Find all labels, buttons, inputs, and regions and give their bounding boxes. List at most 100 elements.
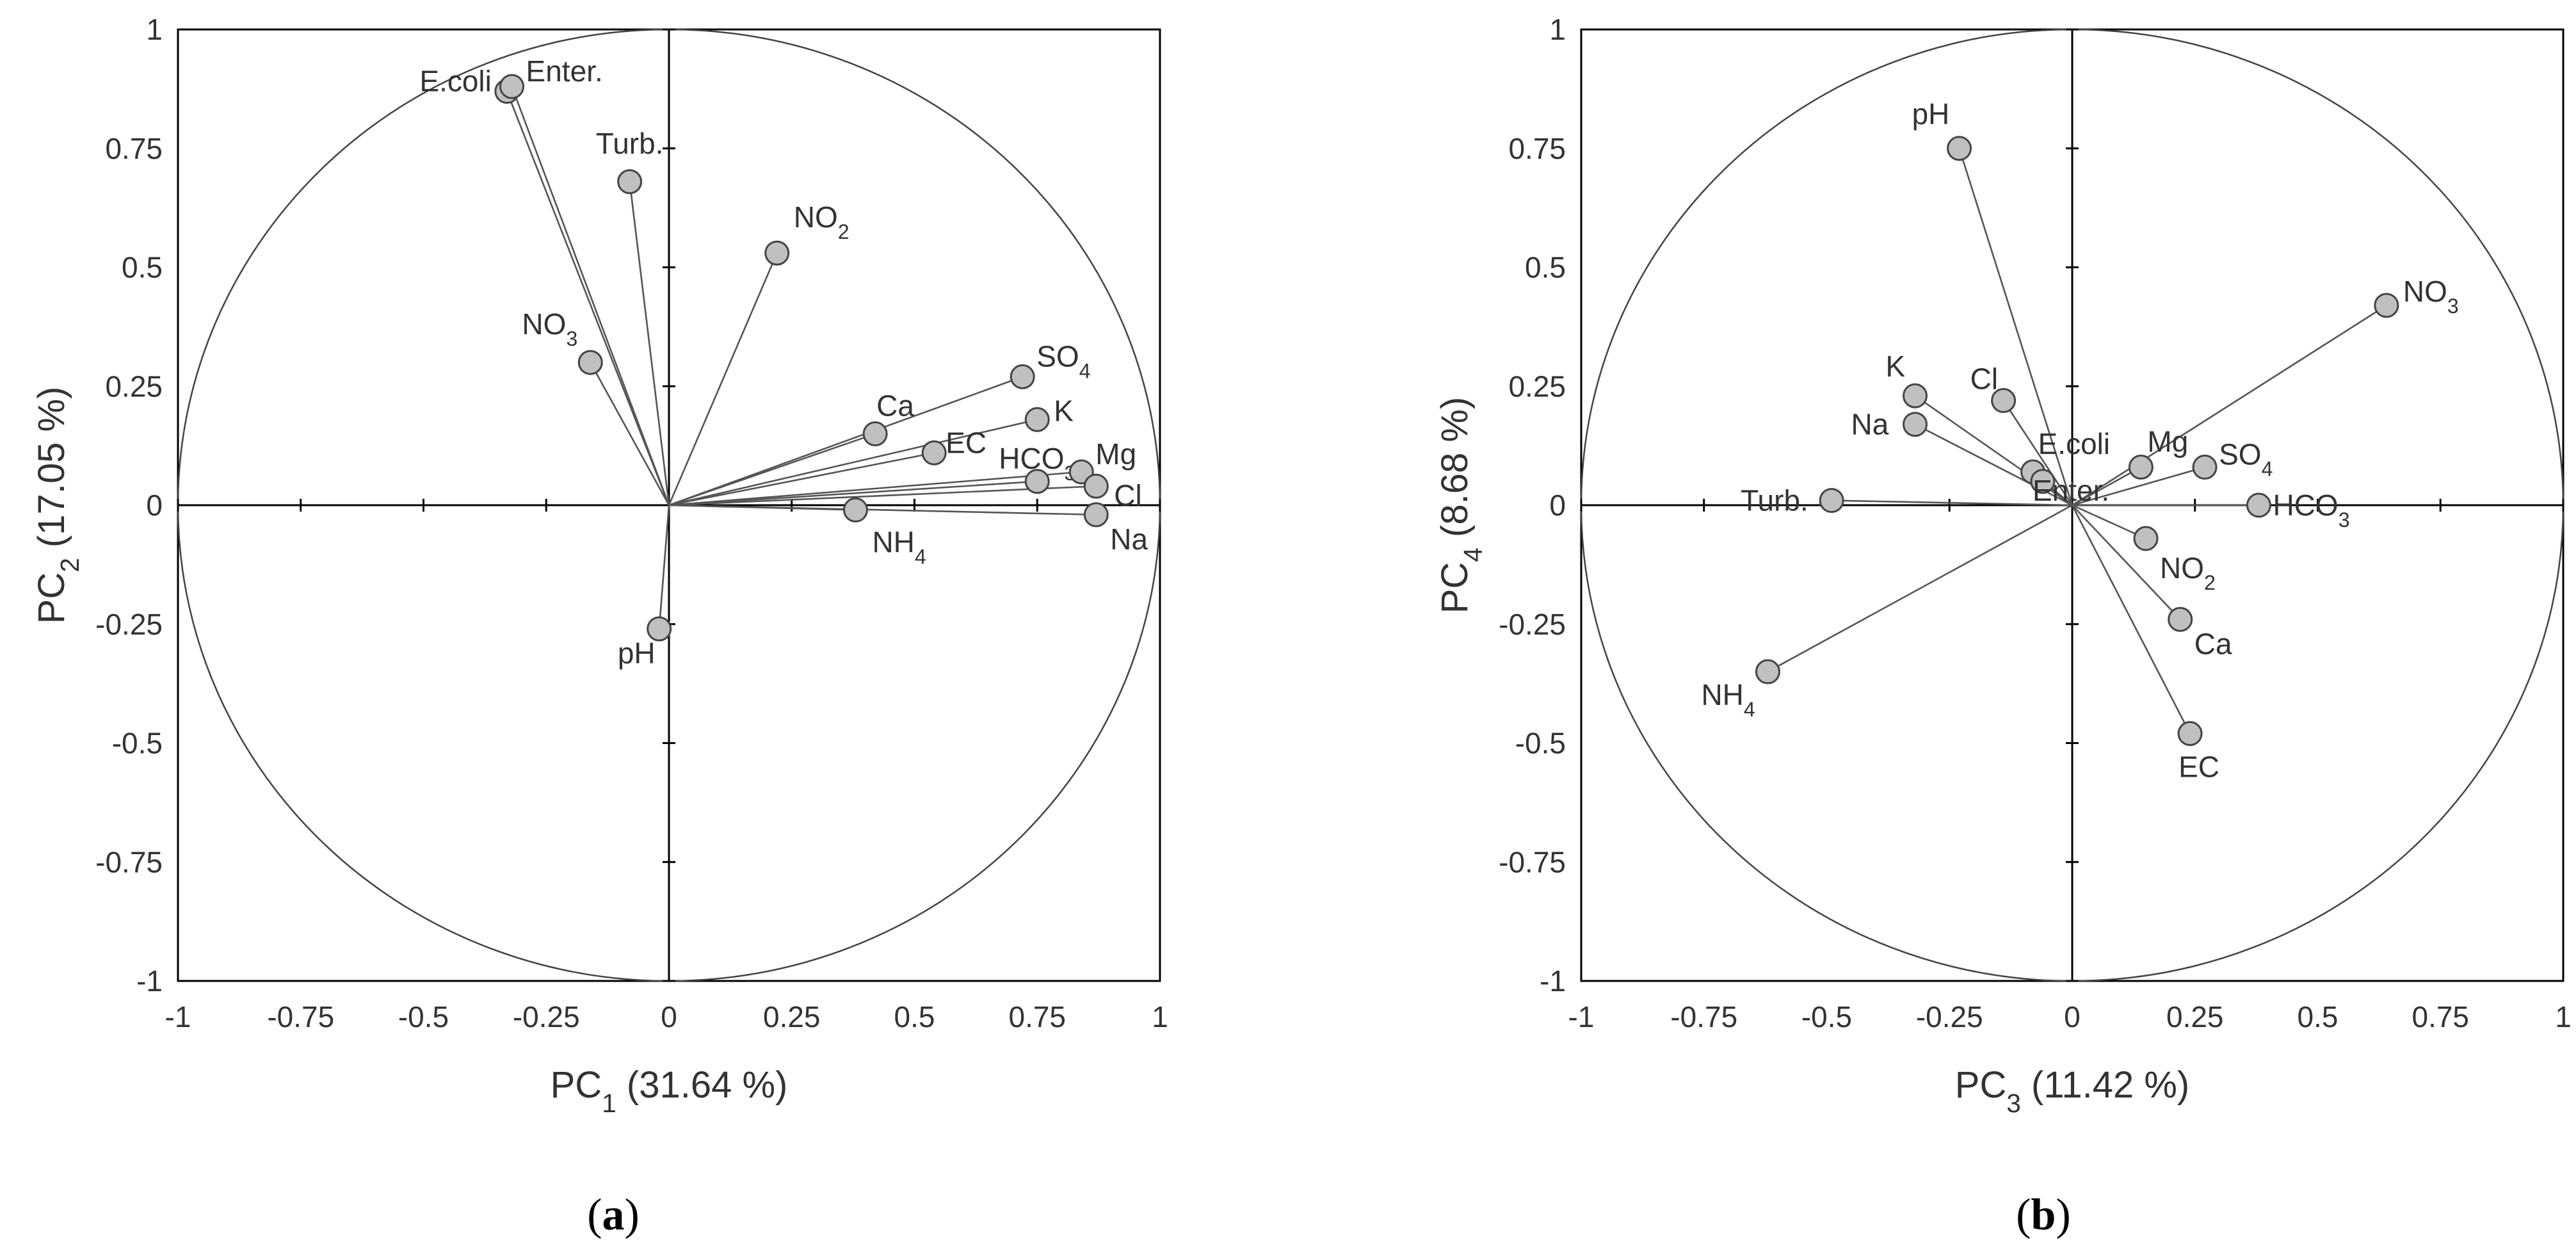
x-axis-title: PC1 (31.64 %): [551, 1064, 788, 1118]
panel-label: (a): [587, 1190, 640, 1240]
point-label: pH: [618, 636, 656, 670]
x-tick-label: -1: [1568, 1000, 1595, 1033]
loading-point: [499, 74, 525, 99]
point-label: NO2: [794, 200, 849, 243]
point-label: SO4: [1036, 339, 1090, 382]
point-label: HCO3: [2273, 489, 2349, 531]
loading-vector: [668, 485, 1097, 506]
point-label: NO3: [2403, 275, 2459, 318]
panel-b: -1 -0.75 -0.5 -0.25 0 0.25 0.5 0.75 1 1 0.75 0.5 0.2…: [1434, 13, 2572, 1240]
point-label: HCO3: [999, 442, 1075, 485]
loading-vector: [629, 181, 670, 506]
loading-vector: [511, 86, 670, 506]
point-label: Na: [1110, 522, 1148, 556]
loading-point: [1083, 502, 1109, 528]
loading-point: [1947, 136, 1972, 161]
y-tick-label: 0.75: [1508, 132, 1566, 165]
y-tick-label: 1: [1549, 13, 1566, 46]
x-tick-label: -0.25: [1916, 1000, 1983, 1033]
loading-point: [2168, 606, 2193, 632]
loading-vector: [2072, 466, 2142, 506]
loading-point: [577, 350, 603, 375]
x-tick-label: 1: [1152, 1000, 1168, 1033]
y-tick-label: -0.5: [112, 727, 163, 760]
loading-vector: [668, 504, 1097, 516]
loading-point: [2192, 455, 2218, 480]
loading-point: [617, 169, 643, 195]
y-tick-label: 0.25: [105, 369, 163, 403]
point-label: Cl: [1114, 478, 1141, 512]
loading-point: [862, 421, 888, 447]
y-tick-label: -0.75: [95, 845, 163, 878]
loading-point: [2374, 293, 2399, 318]
x-tick-label: -1: [165, 1000, 191, 1033]
point-label: NO3: [522, 307, 577, 350]
point-label: NO2: [2160, 551, 2216, 594]
y-tick-label: 0.75: [105, 132, 163, 165]
y-tick-label: -0.5: [1515, 727, 1566, 760]
y-tick-label: 0: [146, 489, 163, 522]
point-label: Enter.: [2033, 474, 2109, 507]
x-tick-label: -0.75: [267, 1000, 334, 1033]
loading-point: [647, 616, 672, 642]
loading-vector: [2071, 505, 2191, 734]
point-label: Mg: [1095, 437, 1136, 471]
loading-vector: [668, 418, 1038, 506]
point-label: SO4: [2219, 438, 2273, 481]
y-tick-label: 0: [1549, 489, 1566, 522]
loading-vector: [2072, 304, 2387, 506]
panel-label: (b): [2016, 1190, 2071, 1240]
loading-vector: [506, 91, 670, 506]
x-tick-label: -0.5: [1801, 1000, 1852, 1033]
loading-vector: [2002, 400, 2073, 506]
x-tick-label: 0: [2064, 1000, 2081, 1033]
point-label: Enter.: [526, 54, 603, 88]
loading-vector: [2072, 505, 2181, 620]
y-tick-label: -0.25: [95, 608, 163, 641]
x-axis-title: PC3 (11.42 %): [1955, 1064, 2189, 1118]
point-label: pH: [1912, 97, 1950, 131]
y-tick-label: 0.5: [122, 251, 163, 284]
loading-point: [921, 440, 947, 466]
loading-vector: [590, 362, 670, 506]
y-tick-label: -0.75: [1499, 845, 1566, 878]
point-label: E.coli: [2038, 427, 2110, 460]
loading-vector: [2072, 504, 2146, 540]
loading-point: [1024, 407, 1050, 432]
loading-vector: [668, 451, 935, 506]
x-tick-label: 0.75: [2411, 1000, 2469, 1033]
loading-point: [2128, 455, 2153, 480]
y-tick-label: -1: [1540, 964, 1566, 998]
loading-point: [842, 497, 868, 522]
loading-point: [2133, 526, 2159, 551]
x-tick-label: 0: [661, 1000, 677, 1033]
x-tick-label: -0.25: [513, 1000, 580, 1033]
loading-vector: [668, 471, 1082, 506]
loading-vector: [1831, 499, 2073, 506]
loading-point: [764, 240, 790, 266]
x-tick-label: 1: [2555, 1000, 2572, 1033]
loading-vector: [668, 376, 1023, 506]
y-axis-title: PC4 (8.68 %): [1434, 397, 1488, 613]
point-label: Ca: [876, 389, 914, 423]
point-label: NH4: [872, 525, 926, 568]
x-tick-label: 0.25: [763, 1000, 821, 1033]
point-label: EC: [2178, 750, 2219, 784]
point-label: Na: [1851, 408, 1889, 441]
loading-point: [1010, 364, 1035, 389]
loading-vector: [2072, 466, 2205, 506]
point-label: Ca: [2194, 627, 2232, 660]
x-tick-label: 0.25: [2166, 1000, 2224, 1033]
loading-point: [1903, 412, 1928, 437]
loading-point: [1083, 473, 1109, 499]
x-tick-label: 0.5: [894, 1000, 935, 1033]
point-label: K: [1054, 394, 1074, 427]
point-label: Turb.: [1741, 484, 1808, 517]
point-label: Turb.: [596, 127, 664, 160]
loading-vector: [1767, 504, 2073, 673]
loading-point: [2177, 721, 2203, 747]
point-label: NH4: [1701, 678, 1755, 721]
loading-vector: [668, 433, 876, 506]
x-tick-label: -0.5: [398, 1000, 449, 1033]
